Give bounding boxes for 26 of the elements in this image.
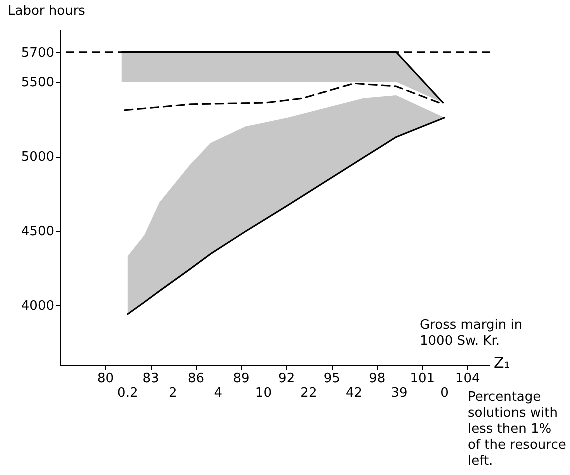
text: 10 — [255, 386, 272, 401]
text: 2 — [169, 386, 178, 401]
x-tick-label: 104 — [455, 372, 480, 386]
x-tick-label: 98 — [369, 372, 386, 386]
y-tick-label: 5700 — [21, 46, 54, 61]
text: 39 — [391, 386, 408, 401]
x-tick-label: 101 — [410, 372, 436, 386]
x-tick-label: 80 — [97, 372, 114, 386]
x-axis-title: Z₁ — [494, 354, 510, 372]
x-tick-label: 86 — [188, 372, 205, 386]
x-tick-label: 95 — [324, 372, 340, 386]
annotation: Gross margin in 1000 Sw. Kr. — [420, 318, 524, 350]
text: 42 — [346, 386, 362, 401]
y-axis-title: Labor hours — [8, 4, 86, 20]
x-tick-label: 89 — [233, 372, 250, 386]
x-tick-label: 92 — [278, 372, 296, 386]
text: 22 — [300, 386, 318, 401]
x-tick-label: 83 — [142, 372, 160, 386]
text: 4 — [214, 386, 223, 401]
y-tick-label: 5500 — [21, 76, 54, 91]
text: Percentage solutions with less then 1% of the resource left. — [468, 390, 568, 470]
y-tick-label: 5000 — [21, 150, 54, 166]
y-tick-label: 4500 — [21, 224, 54, 240]
y-tick-label: 4000 — [21, 298, 54, 314]
text: 0.2 — [118, 386, 138, 401]
text: 0 — [440, 386, 449, 401]
